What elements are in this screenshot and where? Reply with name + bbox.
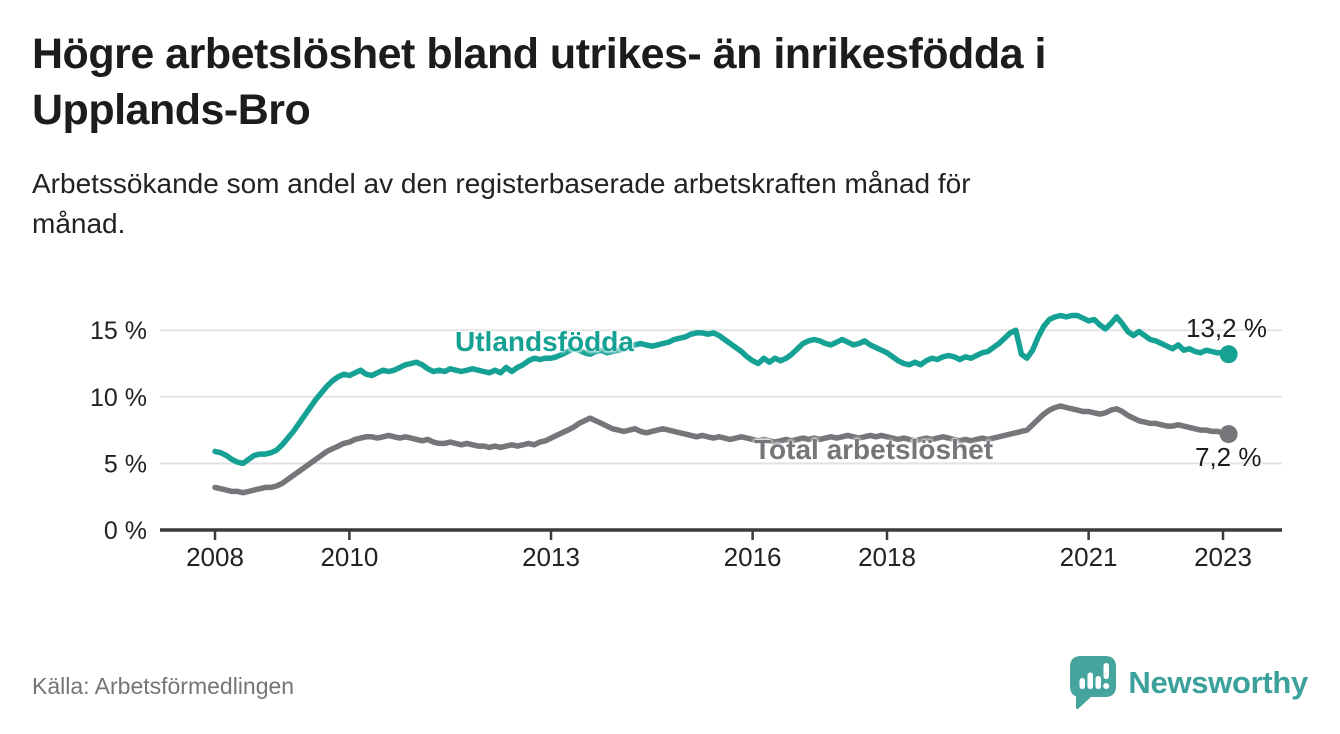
y-tick-label: 0 % bbox=[104, 517, 147, 545]
chart-subtitle: Arbetssökande som andel av den registerb… bbox=[32, 164, 1312, 244]
x-tick-label: 2016 bbox=[724, 542, 782, 572]
subtitle-line-2: månad. bbox=[32, 208, 126, 239]
gridlines bbox=[160, 329, 1282, 465]
x-axis-ticks bbox=[213, 530, 1225, 540]
series-label-utlandsfodda: Utlandsfödda bbox=[455, 326, 634, 357]
end-value-label-utlandsfodda: 13,2 % bbox=[1186, 313, 1267, 343]
line-utlandsfodda bbox=[212, 312, 1232, 467]
x-tick-label: 2023 bbox=[1194, 542, 1252, 572]
end-dot-utlandsfodda bbox=[1219, 345, 1238, 364]
y-tick-label: 5 % bbox=[104, 450, 147, 478]
x-tick-label: 2010 bbox=[320, 542, 378, 572]
x-axis-tick-labels: 2008 2010 2013 2016 2018 2021 2023 bbox=[186, 542, 1252, 572]
x-tick-label: 2008 bbox=[186, 542, 244, 572]
title-line-1: Högre arbetslöshet bland utrikes- än inr… bbox=[32, 30, 1046, 78]
x-tick-label: 2021 bbox=[1060, 542, 1118, 572]
x-tick-label: 2013 bbox=[522, 542, 580, 572]
x-tick-label: 2018 bbox=[858, 542, 916, 572]
page-title: Högre arbetslöshet bland utrikes- än inr… bbox=[32, 26, 1312, 138]
y-tick-label: 10 % bbox=[90, 384, 147, 412]
y-axis-tick-labels: 15 % 10 % 5 % 0 % bbox=[90, 317, 147, 545]
end-dot-total-arbetsloshet bbox=[1219, 425, 1238, 444]
y-tick-label: 15 % bbox=[90, 317, 147, 345]
source-note: Källa: Arbetsförmedlingen bbox=[32, 673, 295, 699]
brand-name: Newsworthy bbox=[1128, 665, 1308, 700]
subtitle-line-1: Arbetssökande som andel av den registerb… bbox=[32, 168, 971, 199]
title-line-2: Upplands-Bro bbox=[32, 86, 311, 134]
brand-logo: Newsworthy bbox=[1069, 654, 1308, 712]
newsworthy-logo-icon bbox=[1070, 656, 1117, 710]
series-label-total-arbetsloshet: Total arbetslöshet bbox=[754, 434, 994, 465]
line-total-arbetsloshet bbox=[212, 403, 1232, 496]
end-value-label-total-arbetsloshet: 7,2 % bbox=[1195, 442, 1262, 472]
